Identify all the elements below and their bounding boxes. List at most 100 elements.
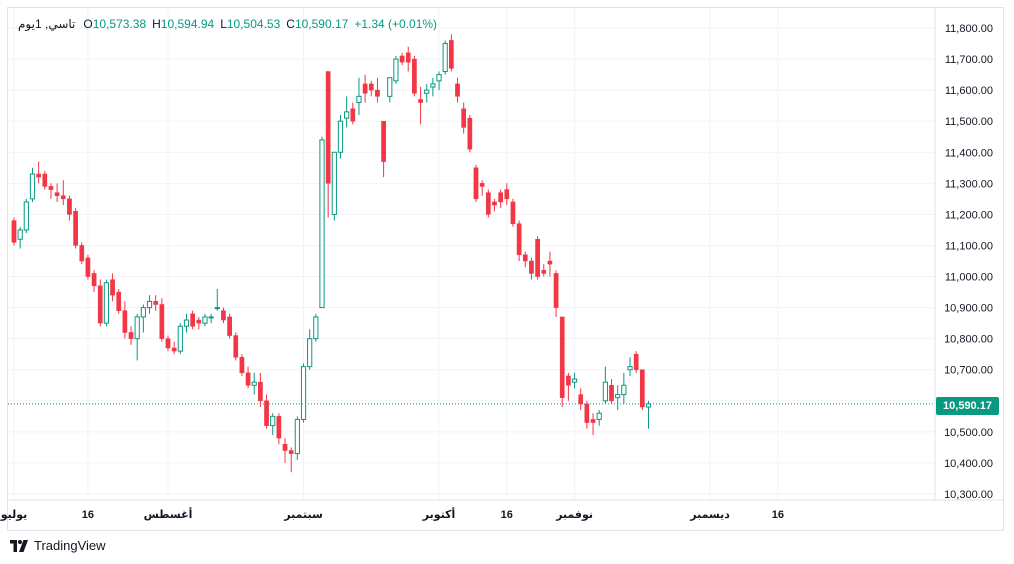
candle-body <box>97 285 103 324</box>
candle-body <box>430 83 436 88</box>
candle-body <box>103 282 110 324</box>
candle-body <box>258 381 263 402</box>
candle-down <box>639 369 645 411</box>
candle-body <box>319 139 325 309</box>
candle-body <box>541 270 547 274</box>
candle-down <box>510 198 516 227</box>
candle-body <box>467 117 473 150</box>
candle-down <box>578 388 584 411</box>
candle-down <box>91 270 97 293</box>
candle-down <box>535 236 540 280</box>
candle-body <box>165 338 171 349</box>
candle-body <box>270 415 276 427</box>
time-tick-label: نوفمبر <box>555 509 593 521</box>
candle-down <box>288 447 294 473</box>
candle-body <box>67 198 72 215</box>
candle-down <box>54 183 60 202</box>
candle-body <box>60 195 66 200</box>
candle-body <box>498 192 503 203</box>
time-axis[interactable]: يوليو 16 أغسطس سبتمبر أكتوبر 16 نوفمبر ديسمبر 16 <box>0 507 784 521</box>
candle-up <box>214 288 220 311</box>
candle-up <box>442 40 448 75</box>
candle-body <box>602 381 608 402</box>
brand[interactable]: TradingView <box>10 538 106 553</box>
candle-up <box>387 77 393 103</box>
candle-body <box>23 201 29 231</box>
open-key: O <box>83 17 93 31</box>
candle-body <box>559 316 565 398</box>
candle-body <box>535 239 540 277</box>
price-tick-label: 10,500.00 <box>944 427 993 439</box>
candle-down <box>485 189 491 218</box>
price-tick-label: 11,800.00 <box>945 23 993 35</box>
candle-body <box>461 108 467 128</box>
candle-down <box>405 46 411 72</box>
price-tick-label: 10,400.00 <box>944 458 993 470</box>
candle-body <box>639 369 645 408</box>
candle-body <box>510 201 516 224</box>
candle-up <box>208 313 214 324</box>
candle-down <box>221 307 226 324</box>
last-price-tag: 10,590.17 <box>936 397 999 415</box>
candle-up <box>571 372 578 389</box>
time-tick-label: 16 <box>82 509 94 521</box>
candle-down <box>368 80 374 97</box>
candle-down <box>233 332 239 361</box>
candle-body <box>344 111 350 119</box>
candle-down <box>128 326 134 345</box>
candle-down <box>153 295 159 311</box>
candle-down <box>245 366 251 389</box>
candle-down <box>609 379 614 404</box>
candle-body <box>399 55 405 63</box>
candle-down <box>67 195 72 221</box>
change-value: +1.34 (+0.01%) <box>354 17 438 31</box>
candle-down <box>498 189 503 209</box>
close-key: C <box>286 17 295 31</box>
candle-body <box>36 173 41 178</box>
candle-body <box>110 279 115 296</box>
candle-down <box>282 438 288 463</box>
candle-body <box>276 416 282 439</box>
candle-down <box>633 351 639 373</box>
candle-down <box>566 372 571 401</box>
candle-up <box>251 372 257 395</box>
candle-body <box>221 310 226 321</box>
candle-body <box>233 335 239 358</box>
candle-body <box>325 71 331 184</box>
open-value: 10,573.38 <box>92 17 147 31</box>
candle-body <box>362 83 368 94</box>
candle-body <box>331 151 337 215</box>
candle-body <box>196 319 202 324</box>
price-tick-label: 11,100.00 <box>945 240 993 252</box>
candle-body <box>251 381 257 386</box>
candle-body <box>645 403 652 408</box>
candle-down <box>461 102 467 134</box>
candle-body <box>571 378 578 383</box>
candle-body <box>596 412 602 420</box>
price-tick-label: 10,300.00 <box>944 489 993 501</box>
candle-body <box>356 95 362 104</box>
candle-down <box>559 316 565 408</box>
price-tick-label: 10,800.00 <box>944 334 993 346</box>
candle-up <box>140 304 146 333</box>
price-axis[interactable]: 11,800.00 11,700.00 11,600.00 11,500.00 11,4… <box>944 23 993 501</box>
candle-down <box>375 77 380 103</box>
candle-up <box>29 167 36 202</box>
candle-down <box>418 87 423 125</box>
candle-body <box>529 260 534 274</box>
candle-up <box>177 323 183 355</box>
symbol-label[interactable]: تاسي, 1يوم <box>18 17 76 31</box>
candle-down <box>73 208 78 249</box>
candle-body <box>547 260 553 265</box>
candle-body <box>522 254 528 262</box>
candle-down <box>48 183 54 199</box>
candle-up <box>23 198 29 234</box>
candle-down <box>590 413 596 435</box>
candle-down <box>11 217 17 246</box>
high-value: 10,594.94 <box>160 17 215 31</box>
candle-body <box>134 316 140 340</box>
time-tick-label: يوليو <box>0 509 27 521</box>
price-tick-label: 11,200.00 <box>945 209 993 221</box>
candle-body <box>633 353 639 370</box>
